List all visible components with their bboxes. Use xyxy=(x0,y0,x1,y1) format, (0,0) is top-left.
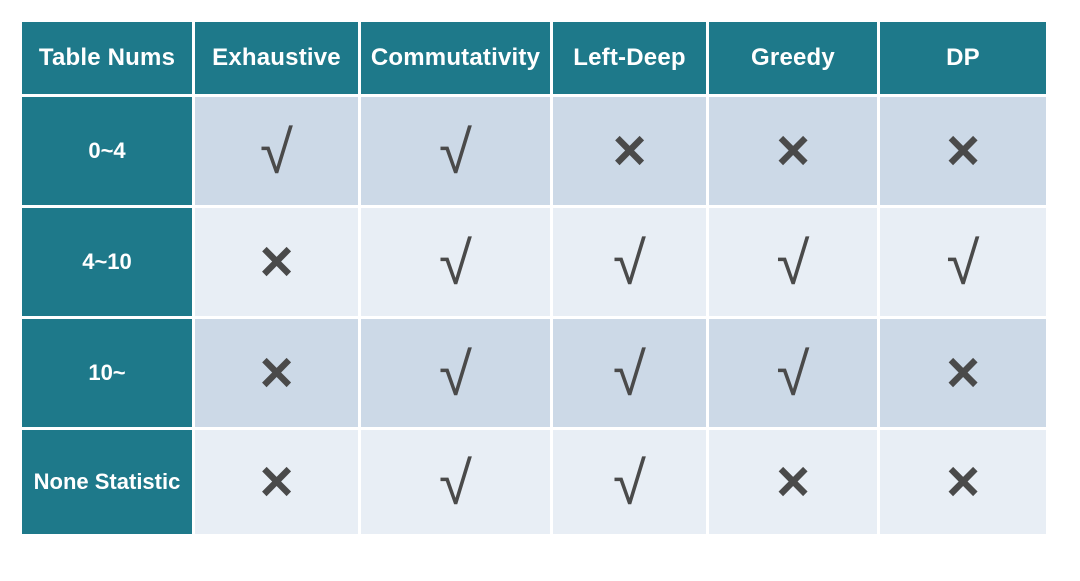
cross-mark: × xyxy=(776,449,810,514)
row-label-none-statistic: None Statistic xyxy=(22,430,192,534)
table-cell: × xyxy=(553,97,706,205)
table-cell: √ xyxy=(709,319,877,427)
check-mark: √ xyxy=(776,341,810,408)
check-mark: √ xyxy=(613,341,646,408)
table-cell: × xyxy=(709,430,877,534)
check-mark: √ xyxy=(946,230,980,297)
cross-mark: × xyxy=(612,118,647,183)
table-cell: × xyxy=(880,319,1046,427)
table-cell: √ xyxy=(553,430,706,534)
table-cell: √ xyxy=(361,208,550,316)
cross-mark: × xyxy=(946,340,980,405)
table-cell: √ xyxy=(709,208,877,316)
check-mark: √ xyxy=(439,341,472,408)
check-mark: √ xyxy=(613,450,646,517)
column-header-left-deep: Left-Deep xyxy=(553,22,706,94)
cross-mark: × xyxy=(259,449,294,514)
table-cell: × xyxy=(709,97,877,205)
column-header-greedy: Greedy xyxy=(709,22,877,94)
table-cell: √ xyxy=(553,319,706,427)
table-cell: × xyxy=(195,319,358,427)
column-header-dp: DP xyxy=(880,22,1046,94)
table-cell: × xyxy=(195,430,358,534)
column-header-exhaustive: Exhaustive xyxy=(195,22,358,94)
comparison-table: Table Nums Exhaustive Commutativity Left-De… xyxy=(22,22,1046,534)
cross-mark: × xyxy=(946,118,980,183)
table-cell: √ xyxy=(361,319,550,427)
table-cell: × xyxy=(880,97,1046,205)
table-cell: × xyxy=(880,430,1046,534)
table-cell: × xyxy=(195,208,358,316)
cross-mark: × xyxy=(259,340,294,405)
check-mark: √ xyxy=(439,230,472,297)
row-label-10: 10~ xyxy=(22,319,192,427)
check-mark: √ xyxy=(439,450,472,517)
table-cell: √ xyxy=(361,430,550,534)
table-cell: √ xyxy=(361,97,550,205)
cross-mark: × xyxy=(946,449,980,514)
check-mark: √ xyxy=(776,230,810,297)
table-cell: √ xyxy=(880,208,1046,316)
cross-mark: × xyxy=(776,118,810,183)
row-label-4-10: 4~10 xyxy=(22,208,192,316)
table-cell: √ xyxy=(195,97,358,205)
column-header-table-nums: Table Nums xyxy=(22,22,192,94)
check-mark: √ xyxy=(260,119,293,186)
check-mark: √ xyxy=(613,230,646,297)
row-label-0-4: 0~4 xyxy=(22,97,192,205)
column-header-commutativity: Commutativity xyxy=(361,22,550,94)
table-cell: √ xyxy=(553,208,706,316)
cross-mark: × xyxy=(259,229,294,294)
check-mark: √ xyxy=(439,119,472,186)
